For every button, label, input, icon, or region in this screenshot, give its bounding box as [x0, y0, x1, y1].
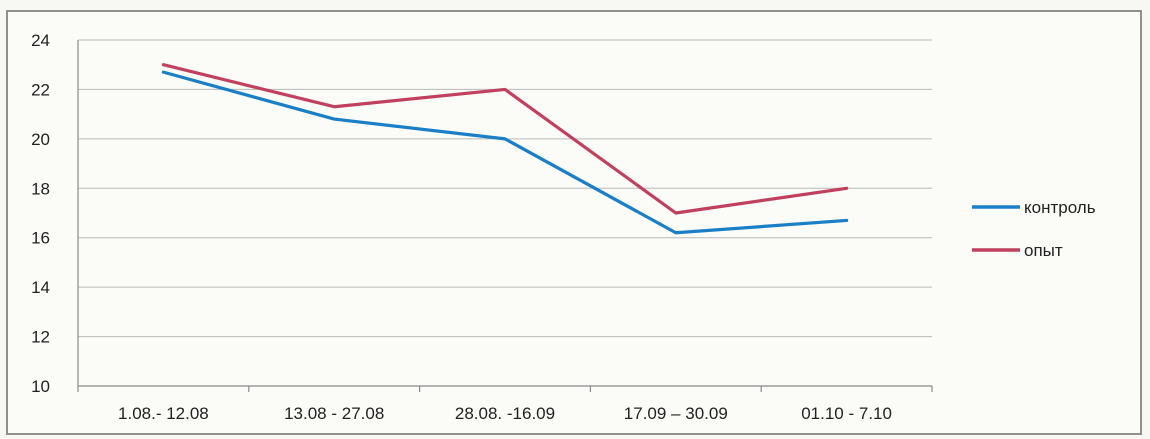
y-tick-label: 10: [31, 377, 50, 396]
x-tick-label: 13.08 - 27.08: [284, 404, 384, 423]
x-tick-label: 17.09 – 30.09: [624, 404, 728, 423]
y-tick-label: 18: [31, 179, 50, 198]
x-tick-label: 01.10 - 7.10: [801, 404, 892, 423]
series-line-0: [161, 70, 849, 235]
axes: 10 12 14 16 18 20 22 24 1.08.- 12.08 13.08 - 27.0…: [31, 31, 933, 423]
y-tick-label: 20: [31, 130, 50, 149]
legend: контроль опыт: [972, 198, 1096, 260]
legend-label: контроль: [1024, 198, 1096, 217]
y-tick-label: 24: [31, 31, 50, 50]
x-tick-label: 28.08. -16.09: [455, 404, 555, 423]
y-tick-label: 22: [31, 80, 50, 99]
y-tick-label: 14: [31, 278, 50, 297]
y-tick-label: 12: [31, 328, 50, 347]
series-lines: [161, 63, 849, 235]
y-tick-label: 16: [31, 229, 50, 248]
x-tick-label: 1.08.- 12.08: [118, 404, 209, 423]
legend-label: опыт: [1024, 241, 1063, 260]
